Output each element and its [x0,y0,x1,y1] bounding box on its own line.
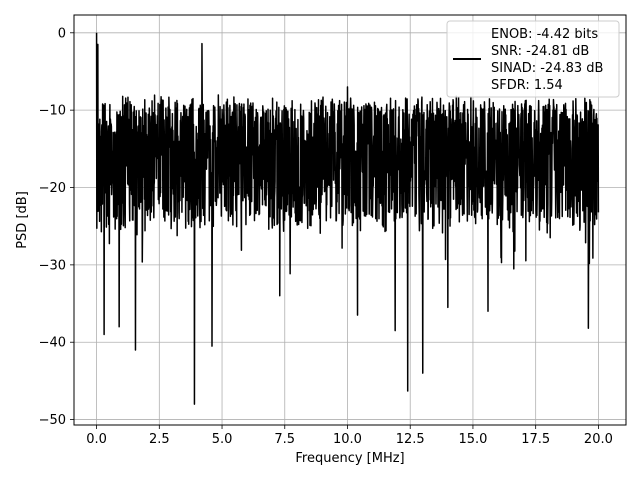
y-axis-label: PSD [dB] [15,191,30,249]
y-tick-label: −30 [39,258,66,273]
x-tick-label: 15.0 [458,432,487,447]
legend-entry-sfdr: SFDR: 1.54 [491,78,563,93]
y-tick-label: −50 [39,413,66,428]
series-layer [95,32,600,405]
legend-entry-enob: ENOB: -4.42 bits [491,27,598,42]
x-tick-label: 7.5 [274,432,295,447]
legend-entry-sinad: SINAD: -24.83 dB [491,61,603,76]
y-tick-label: −20 [39,181,66,196]
x-axis-label: Frequency [MHz] [295,451,404,466]
x-axis-ticks: 0.0 2.5 5.0 7.5 10.0 12.5 15.0 17.5 20.0 [86,425,613,447]
x-tick-label: 2.5 [149,432,170,447]
legend-box [446,20,620,98]
y-tick-label: −10 [39,104,66,119]
y-tick-label: 0 [58,26,66,41]
x-tick-label: 12.5 [396,432,425,447]
y-tick-label: −40 [39,336,66,351]
x-tick-label: 17.5 [521,432,550,447]
legend: ENOB: -4.42 bits SNR: -24.81 dB SINAD: -… [446,20,620,98]
legend-text: ENOB: -4.42 bits SNR: -24.81 dB SINAD: -… [491,27,608,93]
x-tick-label: 20.0 [584,432,613,447]
legend-entry-snr: SNR: -24.81 dB [491,44,589,59]
plot-frame [73,14,627,426]
x-tick-label: 0.0 [86,432,107,447]
x-tick-label: 5.0 [212,432,233,447]
x-tick-label: 10.0 [333,432,362,447]
psd-series-line [95,32,600,405]
y-axis-ticks: 0 −10 −20 −30 −40 −50 [39,26,74,428]
